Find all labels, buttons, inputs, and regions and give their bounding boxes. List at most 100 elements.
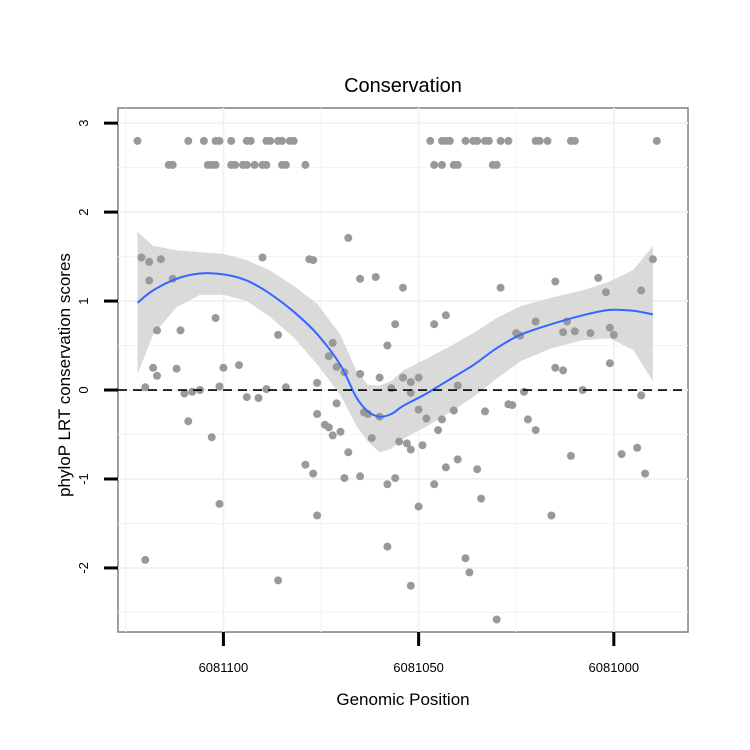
data-point xyxy=(371,273,380,281)
data-point xyxy=(438,160,446,169)
data-point xyxy=(313,410,322,418)
data-point xyxy=(231,160,240,169)
data-point xyxy=(367,434,376,443)
data-point xyxy=(340,474,349,483)
data-point xyxy=(313,378,322,387)
data-point xyxy=(153,371,161,380)
data-point xyxy=(383,341,392,350)
data-point xyxy=(481,407,489,416)
data-point xyxy=(328,338,337,347)
data-point xyxy=(426,136,435,145)
data-point xyxy=(278,136,286,145)
data-point xyxy=(551,277,560,286)
data-point xyxy=(465,568,474,577)
data-point xyxy=(324,352,333,361)
data-point xyxy=(145,257,154,266)
data-point xyxy=(570,327,579,336)
data-point xyxy=(543,136,552,145)
data-point xyxy=(356,472,365,481)
data-point xyxy=(133,136,142,145)
data-point xyxy=(547,511,556,520)
data-point xyxy=(211,314,220,322)
data-point xyxy=(301,160,310,169)
data-point xyxy=(141,555,150,564)
confidence-band-area xyxy=(137,231,653,453)
data-point xyxy=(496,283,505,292)
data-point xyxy=(184,136,193,145)
data-point xyxy=(570,136,579,145)
data-point xyxy=(242,393,251,402)
data-point xyxy=(309,469,318,478)
data-point xyxy=(176,326,185,335)
data-point xyxy=(461,136,470,145)
x-axis-label: Genomic Position xyxy=(336,690,469,709)
data-point xyxy=(235,361,243,370)
data-point xyxy=(578,386,587,394)
data-point xyxy=(609,330,618,339)
data-point xyxy=(309,256,318,265)
data-point xyxy=(215,382,224,391)
data-point xyxy=(406,378,415,386)
data-point xyxy=(520,387,528,396)
data-point xyxy=(149,363,158,372)
data-point xyxy=(605,323,614,332)
data-point xyxy=(414,405,423,414)
data-point xyxy=(430,320,439,329)
data-point xyxy=(399,283,407,292)
data-point xyxy=(441,463,450,472)
data-point xyxy=(328,431,337,440)
data-point xyxy=(551,363,560,372)
data-point xyxy=(535,136,544,145)
data-point xyxy=(414,373,423,382)
grid-lines xyxy=(118,108,688,632)
data-point xyxy=(274,576,283,585)
data-point xyxy=(168,160,177,169)
data-point xyxy=(566,451,575,460)
data-point xyxy=(414,502,423,511)
data-point xyxy=(586,329,595,338)
data-point xyxy=(246,136,255,145)
data-point xyxy=(473,136,482,145)
data-point xyxy=(153,326,161,335)
data-point xyxy=(313,511,322,520)
data-point xyxy=(184,417,193,426)
data-point xyxy=(438,415,446,424)
data-point xyxy=(383,542,392,551)
data-point xyxy=(254,394,263,402)
data-point xyxy=(258,253,267,262)
data-point xyxy=(434,426,443,435)
data-point xyxy=(344,233,353,242)
data-point xyxy=(262,385,271,394)
data-point xyxy=(602,288,610,297)
data-point xyxy=(504,136,513,145)
data-point xyxy=(430,160,439,169)
data-point xyxy=(137,253,146,262)
y-tick-label: 2 xyxy=(76,208,91,215)
data-point xyxy=(453,455,462,464)
data-point xyxy=(289,136,298,145)
data-point xyxy=(145,276,154,285)
data-point xyxy=(324,423,333,432)
y-tick-label: 3 xyxy=(76,119,91,126)
data-point xyxy=(402,439,411,448)
data-point xyxy=(199,136,208,145)
x-tick-label: 6081000 xyxy=(589,660,640,675)
data-point xyxy=(453,160,462,169)
data-point xyxy=(523,415,532,424)
data-point xyxy=(356,274,365,283)
data-point xyxy=(637,391,646,400)
data-point xyxy=(391,474,400,483)
data-point xyxy=(617,450,626,459)
data-point xyxy=(406,445,415,454)
y-tick-label: 0 xyxy=(76,386,91,393)
data-point xyxy=(648,255,657,264)
data-point xyxy=(383,480,392,489)
data-point xyxy=(441,311,450,320)
data-point xyxy=(492,615,501,624)
data-point xyxy=(387,384,396,393)
y-axis-label: phyloP LRT conservation scores xyxy=(55,253,74,497)
data-point xyxy=(461,554,470,563)
data-point xyxy=(496,136,505,145)
data-point xyxy=(207,433,216,442)
data-point xyxy=(180,389,189,398)
